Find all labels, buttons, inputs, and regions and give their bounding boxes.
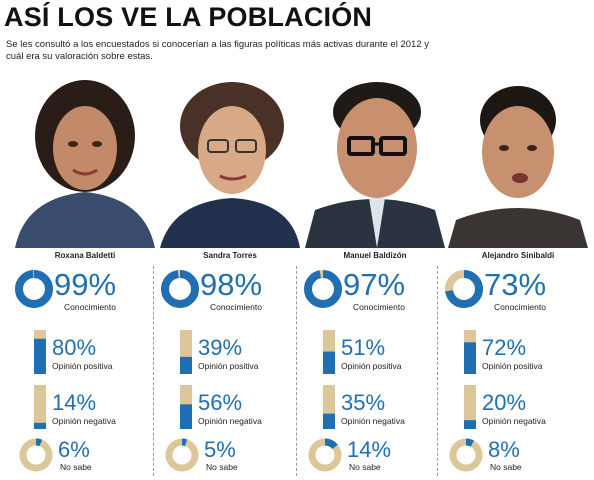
- c4-bar-track-opinion-negativa: [464, 385, 476, 429]
- c4-ring-no-sabe-track: [449, 438, 483, 472]
- c2-ring-conocimiento: [161, 270, 199, 308]
- person-name-2: Sandra Torres: [203, 251, 257, 260]
- person-name-4: Alejandro Sinibaldi: [481, 251, 555, 260]
- c3-label-opinion-positiva: Opinión positiva: [341, 361, 402, 371]
- c1-value-opinion-positiva: 80%: [52, 335, 97, 360]
- c4-value-conocimiento: 73%: [484, 267, 547, 302]
- portrait-photo-1: [15, 80, 155, 248]
- c2-ring-no-sabe: [165, 438, 199, 472]
- c3-value-opinion-positiva: 51%: [341, 335, 386, 360]
- c2-label-conocimiento: Conocimiento: [210, 302, 262, 312]
- c4-label-conocimiento: Conocimiento: [494, 302, 546, 312]
- c1-ring-no-sabe-track: [19, 438, 53, 472]
- c4-bar-opinion-positiva: [464, 342, 476, 374]
- c1-ring-no-sabe: [19, 438, 53, 472]
- c3-label-opinion-negativa: Opinión negativa: [341, 416, 405, 426]
- person-name-3: Manuel Baldizón: [343, 251, 407, 260]
- page-title: ASÍ LOS VE LA POBLACIÓN: [4, 2, 373, 32]
- c4-ring-no-sabe: [449, 438, 483, 472]
- c3-value-no-sabe: 14%: [347, 437, 392, 462]
- person-name-1: Roxana Baldetti: [54, 251, 116, 260]
- c3-bar-opinion-positiva: [323, 351, 335, 374]
- portrait-photo-3: [305, 82, 445, 248]
- c2-value-conocimiento: 98%: [200, 267, 263, 302]
- c3-label-no-sabe: No sabe: [349, 462, 381, 472]
- portraits-row: [0, 70, 594, 248]
- c1-bar-opinion-positiva: [34, 338, 46, 374]
- c1-bar-track-opinion-negativa: [34, 385, 46, 429]
- c4-ring-conocimiento: [445, 270, 483, 308]
- c1-label-opinion-negativa: Opinión negativa: [52, 416, 116, 426]
- c1-bar-opinion-negativa: [34, 422, 46, 429]
- c4-value-opinion-negativa: 20%: [482, 390, 527, 415]
- portrait-photo-4: [448, 86, 588, 248]
- column-divider-1: [153, 266, 155, 476]
- c1-ring-conocimiento: [15, 270, 53, 308]
- c3-label-conocimiento: Conocimiento: [353, 302, 405, 312]
- c1-value-conocimiento: 99%: [54, 267, 117, 302]
- c3-value-opinion-negativa: 35%: [341, 390, 386, 415]
- c2-bar-opinion-negativa: [180, 404, 192, 429]
- c3-bar-opinion-negativa: [323, 413, 335, 429]
- c2-label-no-sabe: No sabe: [206, 462, 238, 472]
- c2-label-opinion-negativa: Opinión negativa: [198, 416, 262, 426]
- c4-bar-opinion-negativa: [464, 420, 476, 429]
- c2-value-opinion-positiva: 39%: [198, 335, 243, 360]
- c2-ring-no-sabe-track: [165, 438, 199, 472]
- c1-value-no-sabe: 6%: [58, 437, 90, 462]
- c4-value-opinion-positiva: 72%: [482, 335, 527, 360]
- column-divider-2: [296, 266, 298, 476]
- c3-value-conocimiento: 97%: [343, 267, 406, 302]
- c1-label-opinion-positiva: Opinión positiva: [52, 361, 113, 371]
- c4-label-opinion-negativa: Opinión negativa: [482, 416, 546, 426]
- c4-label-no-sabe: No sabe: [490, 462, 522, 472]
- c1-label-conocimiento: Conocimiento: [64, 302, 116, 312]
- portrait-photo-2: [160, 82, 300, 248]
- c4-value-no-sabe: 8%: [488, 437, 520, 462]
- c1-value-opinion-negativa: 14%: [52, 390, 97, 415]
- column-divider-3: [437, 266, 439, 476]
- c4-label-opinion-positiva: Opinión positiva: [482, 361, 543, 371]
- c2-value-opinion-negativa: 56%: [198, 390, 243, 415]
- c2-label-opinion-positiva: Opinión positiva: [198, 361, 259, 371]
- c3-ring-no-sabe: [308, 438, 342, 472]
- c1-label-no-sabe: No sabe: [60, 462, 92, 472]
- c3-ring-conocimiento: [304, 270, 342, 308]
- page-subtitle: Se les consultó a los encuestados si con…: [6, 39, 429, 62]
- c2-bar-opinion-positiva: [180, 356, 192, 374]
- c2-value-no-sabe: 5%: [204, 437, 236, 462]
